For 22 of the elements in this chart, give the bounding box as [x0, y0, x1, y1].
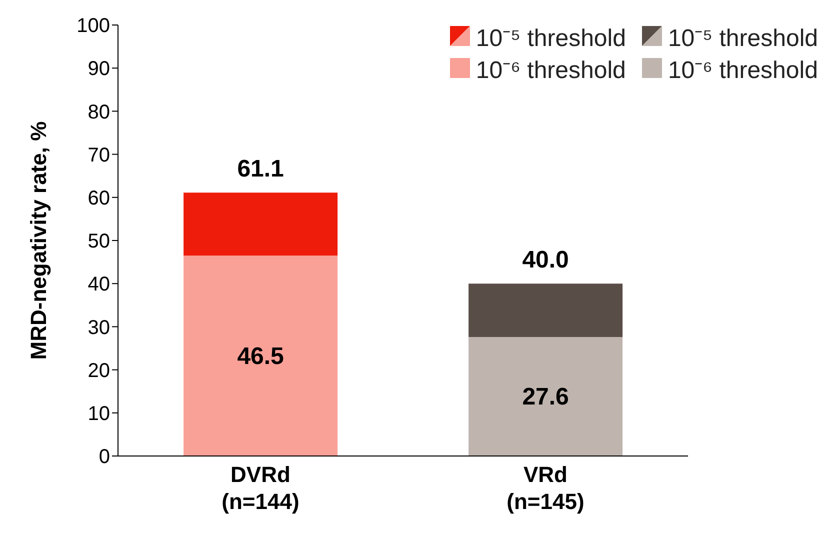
y-tick-label: 20: [88, 360, 110, 382]
legend-label: 10⁻⁶ threshold: [668, 56, 818, 84]
legend-label: 10⁻⁵ threshold: [476, 24, 626, 52]
y-axis-title: MRD-negativity rate, %: [26, 121, 51, 360]
y-tick-label: 30: [88, 316, 110, 339]
total-label: 61.1: [237, 156, 284, 183]
y-tick-label: 50: [88, 230, 110, 253]
x-tick-label: VRd (n=145): [506, 462, 584, 514]
y-tick-label: 90: [88, 58, 110, 80]
legend-label: 10⁻⁶ threshold: [476, 56, 626, 84]
y-tick-label: 80: [88, 101, 110, 124]
data-label: 46.5: [237, 342, 284, 370]
data-label: 27.6: [522, 384, 569, 411]
y-tick-label: 70: [88, 144, 110, 166]
y-tick-label: 40: [88, 274, 110, 296]
legend-label: 10⁻⁵ threshold: [668, 24, 818, 52]
y-tick-label: 60: [88, 188, 110, 210]
y-tick-label: 10: [88, 403, 110, 425]
x-tick-label: DVRd (n=144): [222, 462, 300, 514]
total-label: 40.0: [522, 246, 569, 274]
y-tick-label: 0: [98, 446, 110, 468]
y-tick-label: 100: [76, 15, 110, 38]
